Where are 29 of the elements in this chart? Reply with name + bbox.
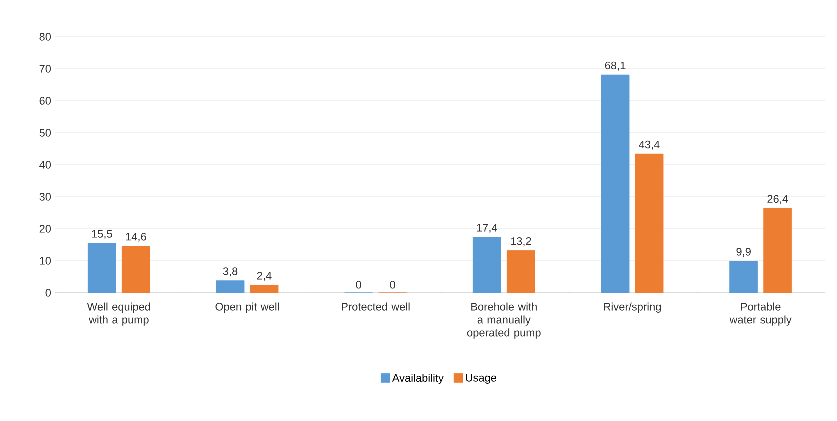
y-tick-label: 20 [40, 225, 52, 233]
y-tick-label: 10 [40, 257, 52, 265]
data-label: 26,4 [768, 195, 788, 204]
x-tick-label: Well equiped with a pump [87, 302, 150, 326]
data-label: 2,4 [257, 272, 272, 282]
y-tick-label: 60 [40, 97, 52, 105]
data-label: 68,1 [605, 62, 626, 71]
y-tick-label: 30 [40, 193, 52, 201]
x-tick-label: Protected well [342, 302, 410, 311]
y-tick-label: 80 [40, 33, 52, 41]
data-label: 13,2 [511, 238, 532, 247]
y-tick-label: 40 [40, 161, 52, 169]
data-label: 9,9 [736, 248, 751, 258]
data-label: 0 [390, 281, 396, 289]
x-tick-label: Borehole with a manually operated pump [467, 302, 541, 339]
data-label: 3,8 [223, 268, 238, 277]
y-tick-label: 0 [46, 289, 52, 297]
data-label: 17,4 [477, 224, 498, 234]
data-label: 15,5 [92, 230, 112, 240]
data-label: 0 [356, 281, 362, 289]
y-tick-label: 50 [40, 129, 52, 137]
x-tick-label: Portable water supply [730, 302, 792, 326]
y-tick-label: 70 [40, 65, 52, 73]
legend-label: Availability [392, 374, 444, 384]
legend-label: Usage [466, 374, 497, 384]
x-tick-label: Open pit well [216, 302, 280, 313]
data-label: 43,4 [639, 140, 660, 150]
x-tick-label: River/spring [604, 302, 662, 313]
data-label: 14,6 [126, 233, 146, 242]
